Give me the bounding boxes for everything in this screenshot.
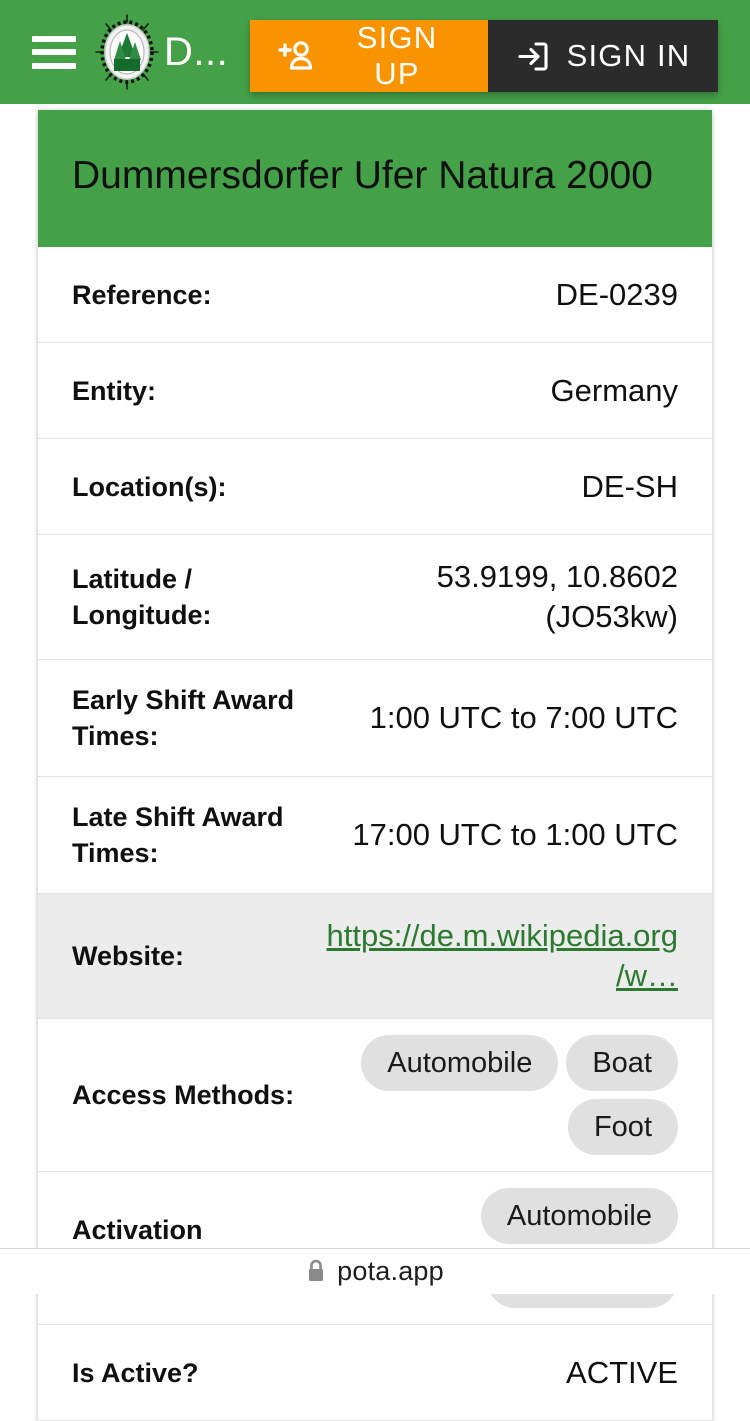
brand-home-link[interactable]: D... bbox=[92, 13, 228, 91]
row-value: 53.9199, 10.8602 (JO53kw) bbox=[324, 535, 678, 659]
chip-badge: Automobile bbox=[361, 1035, 558, 1091]
row-label: Latitude / Longitude: bbox=[72, 539, 324, 655]
chip-badge: Foot bbox=[568, 1099, 678, 1155]
chip-badge: Boat bbox=[566, 1035, 678, 1091]
row-value: 1:00 UTC to 7:00 UTC bbox=[324, 676, 678, 760]
person-add-icon bbox=[276, 41, 314, 71]
auth-button-group: SIGN UP SIGN IN bbox=[250, 20, 718, 92]
table-row: Reference:DE-0239 bbox=[38, 247, 712, 343]
row-label: Reference: bbox=[72, 255, 324, 335]
sign-in-label: SIGN IN bbox=[567, 38, 691, 74]
table-row: Is Active?ACTIVE bbox=[38, 1325, 712, 1421]
sign-up-button[interactable]: SIGN UP bbox=[250, 20, 488, 92]
brand-title-text: D... bbox=[164, 30, 228, 75]
website-link[interactable]: https://de.m.wikipedia.org/w… bbox=[326, 918, 678, 993]
pota-badge-logo-icon bbox=[92, 13, 162, 91]
row-label: Location(s): bbox=[72, 447, 324, 527]
chip-badge: Automobile bbox=[481, 1188, 678, 1244]
table-row: Entity:Germany bbox=[38, 343, 712, 439]
sign-in-button[interactable]: SIGN IN bbox=[488, 20, 718, 92]
url-text: pota.app bbox=[337, 1256, 444, 1287]
browser-url-bar[interactable]: pota.app bbox=[0, 1248, 750, 1294]
row-value: DE-SH bbox=[324, 445, 678, 529]
hamburger-bar-3 bbox=[32, 63, 76, 69]
login-arrow-icon bbox=[516, 40, 549, 73]
row-value: 17:00 UTC to 1:00 UTC bbox=[324, 793, 678, 877]
park-detail-card: Dummersdorfer Ufer Natura 2000 Reference… bbox=[38, 110, 712, 1421]
table-row: Location(s):DE-SH bbox=[38, 439, 712, 535]
card-header: Dummersdorfer Ufer Natura 2000 bbox=[38, 110, 712, 247]
table-row: Late Shift Award Times:17:00 UTC to 1:00… bbox=[38, 777, 712, 894]
table-row: Latitude / Longitude:53.9199, 10.8602 (J… bbox=[38, 535, 712, 660]
sign-up-label: SIGN UP bbox=[332, 20, 462, 92]
hamburger-bar-1 bbox=[32, 36, 76, 42]
row-value: https://de.m.wikipedia.org/w… bbox=[324, 894, 678, 1018]
table-row: Website:https://de.m.wikipedia.org/w… bbox=[38, 894, 712, 1019]
hamburger-menu-icon[interactable] bbox=[32, 36, 76, 69]
lock-icon bbox=[306, 1259, 326, 1284]
row-value: ACTIVE bbox=[324, 1331, 678, 1415]
row-label: Early Shift Award Times: bbox=[72, 660, 324, 776]
row-label: Website: bbox=[72, 916, 324, 996]
row-value: Germany bbox=[324, 349, 678, 433]
row-label: Access Methods: bbox=[72, 1055, 324, 1135]
row-label: Is Active? bbox=[72, 1333, 324, 1413]
hamburger-bar-2 bbox=[32, 49, 76, 55]
row-value: DE-0239 bbox=[324, 253, 678, 337]
table-row: Early Shift Award Times:1:00 UTC to 7:00… bbox=[38, 660, 712, 777]
app-header-bar: D... SIGN UP SIGN IN bbox=[0, 0, 750, 104]
page-title: Dummersdorfer Ufer Natura 2000 bbox=[72, 144, 678, 207]
row-label: Late Shift Award Times: bbox=[72, 777, 324, 893]
row-label: Entity: bbox=[72, 351, 324, 431]
